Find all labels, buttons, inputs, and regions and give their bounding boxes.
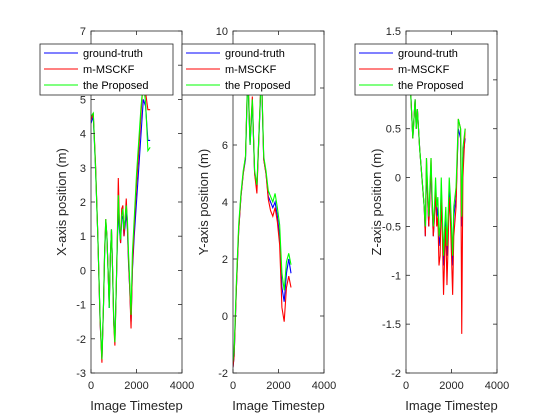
y-tick-label: 1.5 [386,26,401,38]
y-tick-label: 2 [222,254,228,266]
y-tick-label: 5 [80,94,86,106]
y-tick-label: -2 [76,334,86,346]
y-tick-label: 10 [216,26,228,38]
x-tick-label: 0 [230,380,236,392]
y-tick-label: -2 [391,368,401,380]
y-tick-label: 0 [80,265,86,277]
y-tick-label: 6 [222,140,228,152]
legend-label: m-MSCKF [225,64,277,76]
x-tick-label: 0 [403,380,409,392]
y-tick-label: 2 [80,197,86,209]
x-tick-label: 4000 [485,380,509,392]
series-group [406,79,466,334]
y-tick-label: -1 [76,300,86,312]
legend-label: m-MSCKF [398,64,450,76]
legend-label: ground-truth [398,48,458,60]
y-tick-label: 0.5 [386,124,401,136]
y-tick-label: 3 [80,163,86,175]
y-axis-label: Y-axis position (m) [196,149,211,255]
y-tick-label: 1 [80,231,86,243]
x-tick-label: 0 [88,380,94,392]
x-axis-label: Image Timestep [90,398,183,413]
series-line-the-proposed [406,79,466,256]
series-line-the-proposed [91,82,151,360]
y-tick-label: -2 [218,368,228,380]
y-tick-label: 0 [395,173,401,185]
y-tick-label: 4 [222,197,228,209]
y-axis-label: Z-axis position (m) [369,149,384,256]
series-group [91,78,151,363]
x-tick-label: 4000 [170,380,194,392]
y-tick-label: -1 [391,270,401,282]
legend-label: the Proposed [398,80,463,92]
y-tick-label: 7 [80,26,86,38]
y-tick-label: -0.5 [382,221,401,233]
y-tick-label: 4 [80,129,86,141]
y-tick-label: -3 [76,368,86,380]
x-tick-label: 2000 [124,380,148,392]
x-axis-label: Image Timestep [405,398,498,413]
legend-label: ground-truth [83,48,143,60]
x-axis-label: Image Timestep [232,398,325,413]
legend: ground-truth m-MSCKF the Proposed [39,43,174,96]
legend-label: the Proposed [225,80,290,92]
x-tick-label: 2000 [439,380,463,392]
legend-label: ground-truth [225,48,285,60]
x-tick-label: 4000 [312,380,336,392]
legend: ground-truth m-MSCKF the Proposed [181,43,316,96]
y-axis-label: X-axis position (m) [54,148,69,256]
y-tick-label: 0 [222,311,228,323]
y-tick-label: -1.5 [382,319,401,331]
legend: ground-truth m-MSCKF the Proposed [354,43,489,96]
x-tick-label: 2000 [266,380,290,392]
legend-label: m-MSCKF [83,64,135,76]
legend-label: the Proposed [83,80,148,92]
